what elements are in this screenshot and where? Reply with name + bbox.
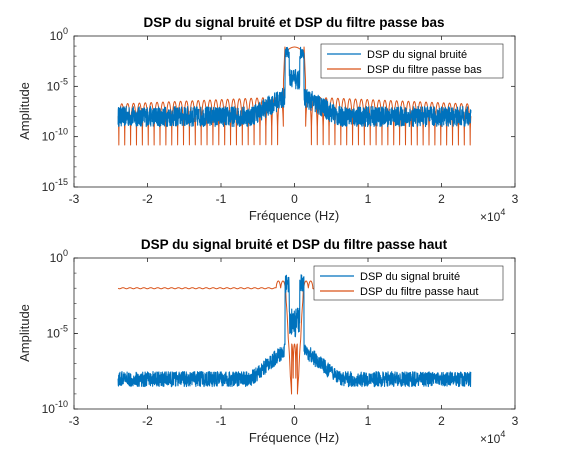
x-axis-label: Fréquence (Hz): [249, 430, 339, 445]
legend-label: DSP du filtre passe haut: [360, 286, 478, 298]
series-line-noisy-signal: [117, 274, 472, 388]
x-tick-label: 3: [512, 192, 519, 206]
x-tick-label: 2: [438, 192, 445, 206]
x-axis-label: Fréquence (Hz): [249, 208, 339, 223]
x-tick-label: -2: [142, 192, 153, 206]
x-multiplier: ×104: [480, 429, 505, 446]
x-tick-label: 2: [438, 414, 445, 428]
x-tick-label: -1: [216, 192, 227, 206]
series-line-noisy-signal: [117, 46, 472, 128]
x-tick-label: -3: [69, 192, 80, 206]
y-axis-label: Amplitude: [17, 304, 32, 362]
legend-label: DSP du signal bruité: [360, 271, 460, 283]
y-tick-label: 10-10: [42, 399, 68, 416]
axis-ticks: -3 -2 -1 0 1 2 3 100 10-5 10-10 10-15: [42, 26, 519, 206]
x-multiplier: ×104: [480, 207, 505, 224]
x-tick-label: -2: [142, 414, 153, 428]
x-tick-label: 0: [291, 414, 298, 428]
y-tick-label: 10-5: [47, 76, 68, 93]
legend-label: DSP du filtre passe bas: [367, 64, 482, 76]
chart-title: DSP du signal bruité et DSP du filtre pa…: [141, 237, 448, 252]
x-tick-label: -1: [216, 414, 227, 428]
legend: DSP du signal bruité DSP du filtre passe …: [320, 43, 504, 79]
legend-label: DSP du signal bruité: [367, 49, 467, 61]
x-tick-label: 1: [365, 192, 372, 206]
y-tick-label: 10-5: [47, 324, 68, 341]
legend-box: [320, 43, 504, 79]
subplot-highpass: DSP du signal bruité et DSP du filtre pa…: [17, 237, 519, 446]
chart-title: DSP du signal bruité et DSP du filtre pa…: [143, 15, 444, 30]
y-tick-label: 10-10: [42, 127, 68, 144]
legend-box: [313, 265, 504, 301]
y-tick-label: 100: [50, 248, 68, 265]
y-axis-label: Amplitude: [17, 82, 32, 140]
subplot-lowpass: DSP du signal bruité et DSP du filtre pa…: [17, 15, 519, 224]
x-tick-label: -3: [69, 414, 80, 428]
x-tick-label: 3: [512, 414, 519, 428]
x-tick-label: 0: [291, 192, 298, 206]
x-multiplier-label: ×104: [480, 207, 505, 224]
axis-ticks: -3 -2 -1 0 1 2 3 100 10-5 10-10: [42, 248, 519, 428]
y-tick-label: 100: [50, 26, 68, 43]
x-multiplier-label: ×104: [480, 429, 505, 446]
y-tick-label: 10-15: [42, 177, 68, 194]
x-tick-label: 1: [365, 414, 372, 428]
legend: DSP du signal bruité DSP du filtre passe …: [313, 265, 504, 301]
